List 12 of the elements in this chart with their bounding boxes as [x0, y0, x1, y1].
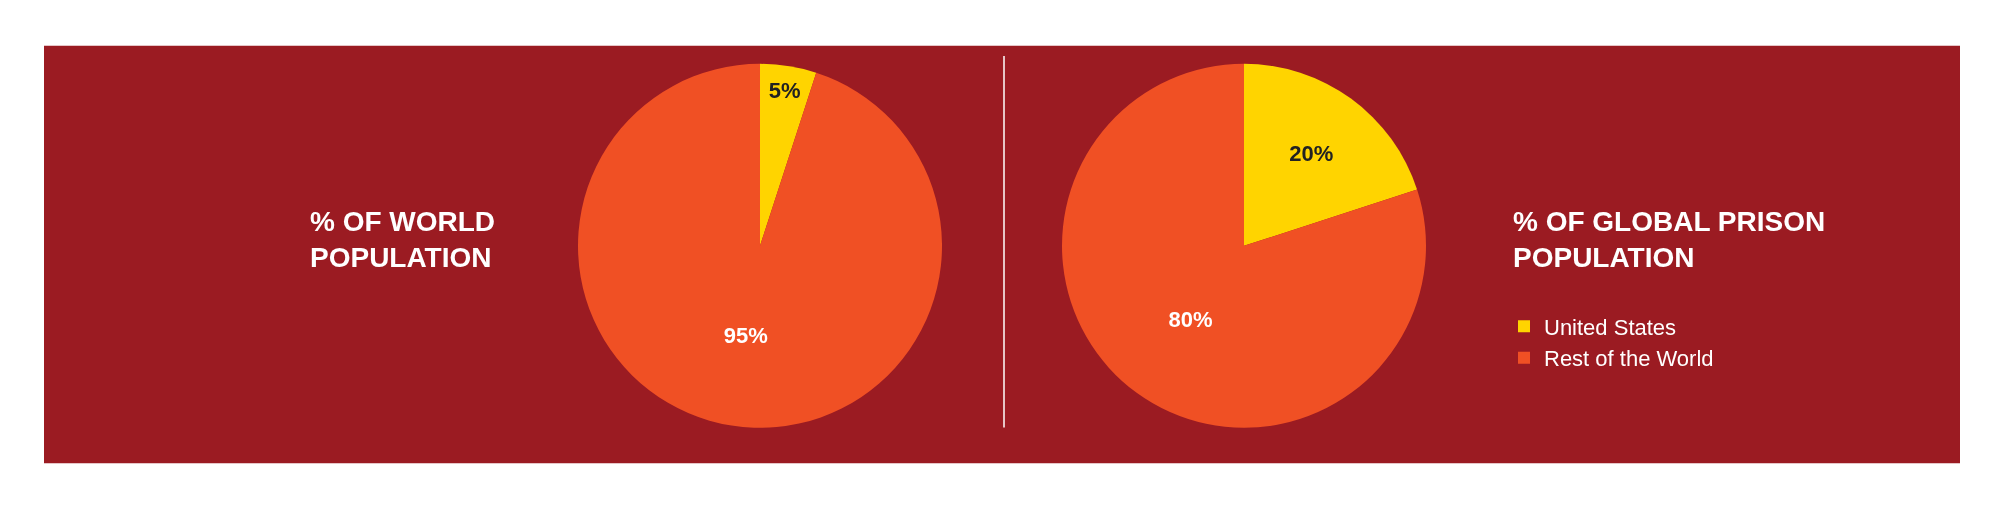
pie-slice — [1244, 63, 1418, 246]
pie-slice — [760, 63, 817, 246]
pie-slice — [1062, 63, 1426, 428]
legend-label: United States — [1544, 314, 1677, 340]
data-label: 80% — [1168, 306, 1213, 332]
data-label: 20% — [1289, 140, 1334, 166]
data-label: 5% — [768, 77, 801, 103]
pie-slice — [578, 63, 942, 428]
text: % OF GLOBAL PRISON POPULATION — [1513, 206, 1826, 274]
legend-label: Rest of the World — [1544, 346, 1714, 372]
text: % OF WORLD POPULATION — [310, 206, 496, 274]
data-label: 95% — [723, 323, 768, 349]
